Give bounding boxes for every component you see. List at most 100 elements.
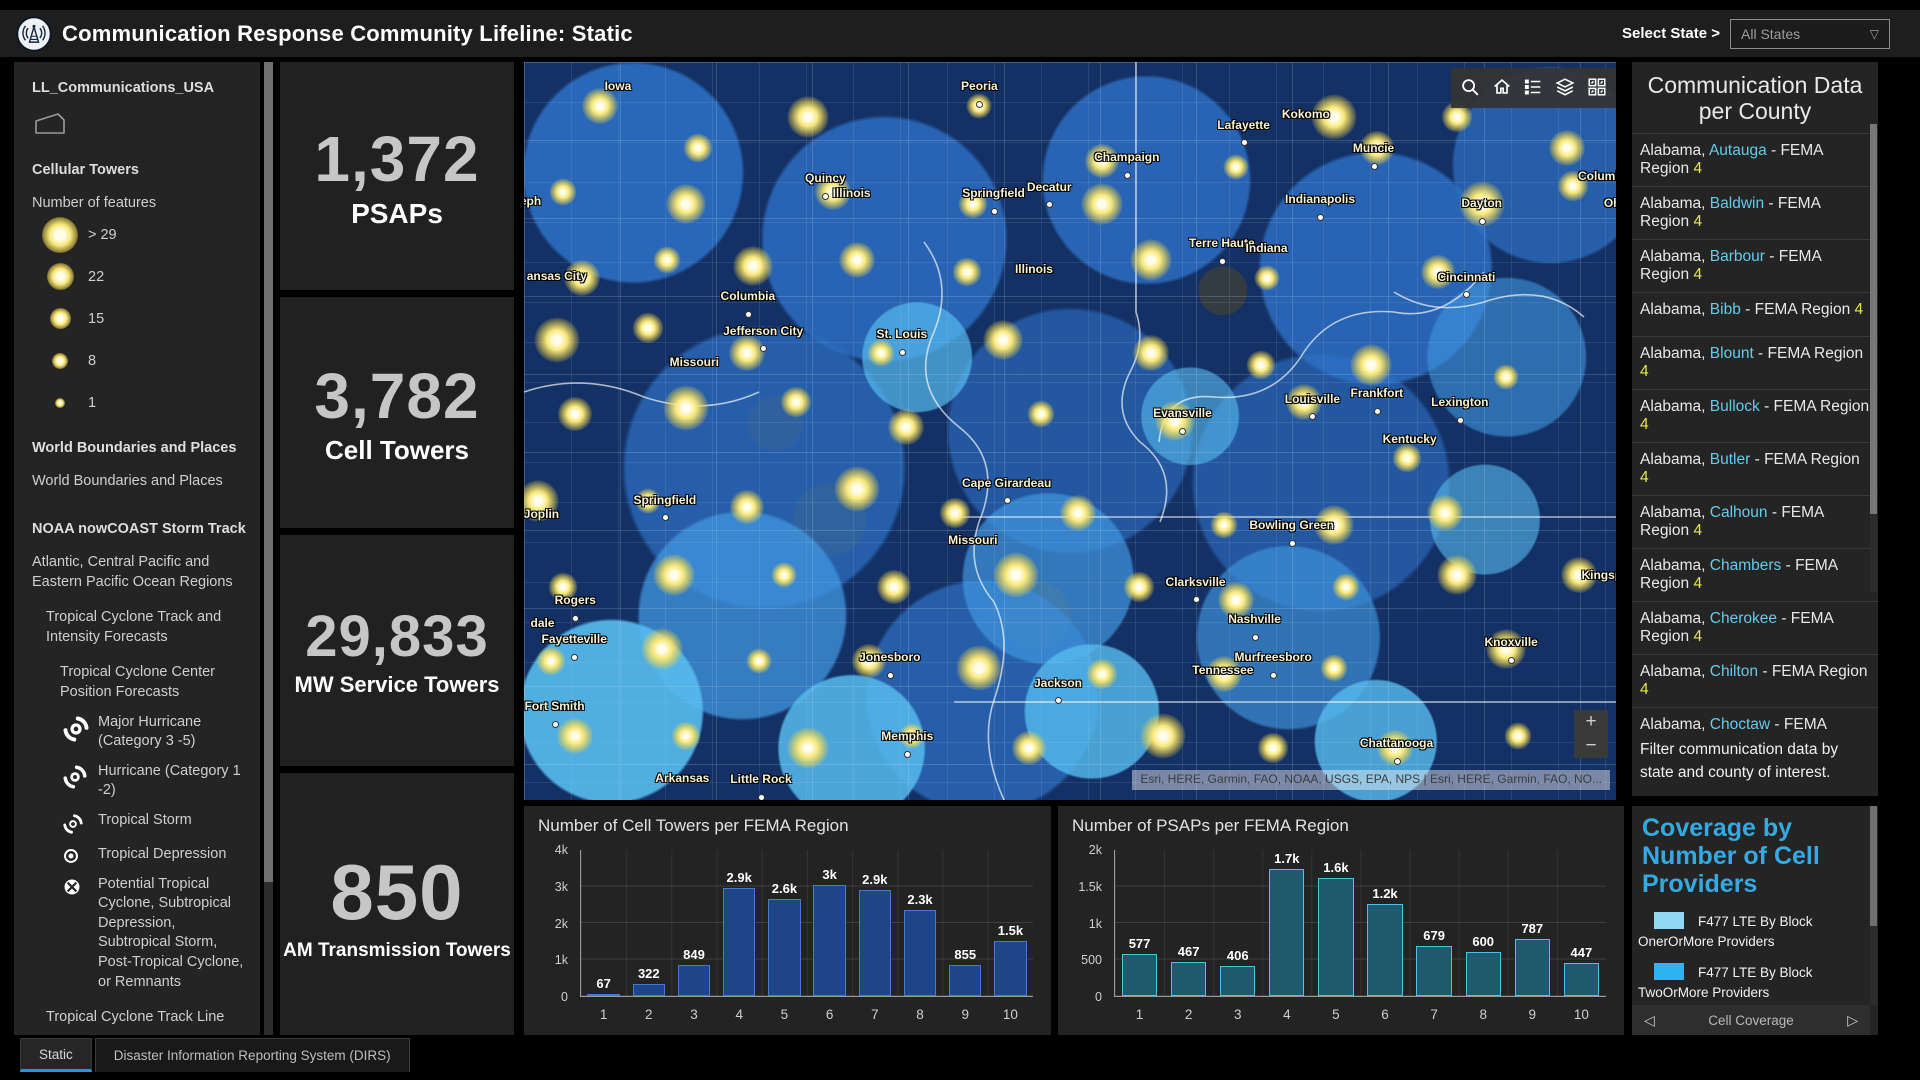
zoom-out-button[interactable]: −: [1574, 734, 1608, 758]
bar[interactable]: [768, 899, 801, 996]
legend-size-label: > 29: [88, 226, 117, 243]
city-marker-dot: [572, 614, 580, 622]
county-list-item[interactable]: Alabama, Blount - FEMA Region 4: [1632, 335, 1878, 389]
cell-tower-glow-icon: [888, 408, 925, 445]
coverage-swatch-icon: [1654, 912, 1684, 929]
chart-title: Number of PSAPs per FEMA Region: [1072, 816, 1349, 835]
tab-disaster-information-reporting-system-dirs[interactable]: Disaster Information Reporting System (D…: [94, 1038, 410, 1072]
layers-tool-button[interactable]: [1552, 75, 1578, 101]
county-list: Alabama, Autauga - FEMA Region 4 Alabama,…: [1632, 132, 1878, 796]
bar[interactable]: [994, 941, 1027, 996]
bar[interactable]: [1465, 952, 1501, 996]
y-axis-tick-label: 1k: [554, 953, 568, 968]
bar-value-label: 849: [683, 947, 705, 962]
x-axis-tick-label: 5: [780, 1007, 789, 1022]
x-axis-tick-label: 8: [1479, 1007, 1487, 1022]
fema-region-value: 4: [1693, 212, 1703, 230]
bar[interactable]: [677, 965, 711, 996]
cell-tower-glow-icon: [958, 190, 988, 219]
map-canvas[interactable]: Iowa Peoria Kokomo Lafayette Muncie Columbu Ch…: [524, 62, 1616, 800]
bar[interactable]: [1563, 963, 1600, 996]
county-scrollbar-thumb[interactable]: [1870, 124, 1877, 514]
bar-slot: 600 8: [1459, 850, 1508, 1022]
coverage-swatch-icon: [1654, 962, 1684, 980]
chart-plot-area: 67 1 322 2 849 3 2.9k 4 2.6k 5 3k 6 2.9k 7 2.3k 8 855 9 1.…: [580, 850, 1033, 1022]
legend-storm-row: Major Hurricane (Category 3 -5): [32, 713, 246, 752]
zoom-in-button[interactable]: +: [1574, 710, 1608, 734]
bar[interactable]: [632, 984, 666, 996]
bar[interactable]: [948, 965, 982, 996]
map-city-label: Springfield: [633, 492, 697, 507]
cell-tower-glow-icon: [1485, 629, 1526, 670]
bar[interactable]: [1367, 904, 1403, 996]
county-data-panel: Communication Data per County Alabama, A…: [1632, 62, 1878, 796]
bar[interactable]: [1318, 878, 1354, 996]
bar[interactable]: [1121, 954, 1158, 996]
county-list-item[interactable]: Alabama, Chilton - FEMA Region 4: [1632, 653, 1878, 707]
county-list-item[interactable]: Alabama, Autauga - FEMA Region 4: [1632, 132, 1878, 186]
legend-feature-sizes: > 29 22 15 8 1: [32, 214, 246, 424]
bar[interactable]: [1514, 939, 1550, 996]
search-tool-button[interactable]: [1457, 75, 1483, 101]
legend-scrollbar-thumb[interactable]: [264, 62, 273, 882]
county-name-text: Chambers: [1709, 556, 1782, 574]
bar[interactable]: [858, 890, 892, 996]
legend-list-tool-button[interactable]: [1520, 75, 1546, 101]
county-list-item[interactable]: Alabama, Bibb - FEMA Region 4: [1632, 291, 1878, 336]
state-dropdown[interactable]: All States ▽: [1730, 19, 1890, 49]
map-toolbar: [1451, 68, 1616, 108]
county-state-text: Alabama,: [1640, 715, 1710, 733]
county-list-item[interactable]: Alabama, Barbour - FEMA Region 4: [1632, 238, 1878, 292]
legend-world-boundaries-title: World Boundaries and Places: [32, 439, 237, 456]
coverage-scrollbar[interactable]: [1870, 806, 1877, 1005]
x-axis-tick-label: 8: [916, 1007, 924, 1022]
county-list-item[interactable]: Alabama, Cherokee - FEMA Region 4: [1632, 600, 1878, 654]
legend-tc-center-label: Tropical Cyclone Center Position Forecas…: [60, 664, 215, 700]
bar-slot: 679 7: [1410, 850, 1459, 1022]
bar[interactable]: [903, 910, 937, 996]
stat-card-am-transmission-towers: 850 AM Transmission Towers: [280, 773, 514, 1035]
bar[interactable]: [1170, 962, 1207, 996]
bar-slot: 447 10: [1557, 850, 1606, 1022]
bar[interactable]: [1220, 966, 1256, 996]
city-marker-dot: [976, 101, 984, 109]
basemap-grid-tool-button[interactable]: [1584, 75, 1610, 101]
county-panel-title: Communication Data per County: [1647, 72, 1863, 125]
next-arrow-button[interactable]: ▷: [1847, 1011, 1858, 1028]
cell-tower-glow-icon: [683, 133, 713, 163]
coverage-legend-item: F477 LTE By Block TwoOrMore Providers: [1632, 953, 1878, 1004]
bar[interactable]: [587, 994, 620, 996]
prev-arrow-button[interactable]: ◁: [1644, 1011, 1655, 1028]
bar[interactable]: [1416, 946, 1452, 996]
map-city-label: Jefferson City: [723, 323, 804, 338]
home-tool-button[interactable]: [1489, 75, 1515, 101]
city-marker-dot: [1309, 413, 1317, 421]
coverage-legend-item: F477 LTE By Block OnerOrMore Providers: [1632, 902, 1878, 953]
y-axis-tick-label: 2k: [1088, 843, 1102, 857]
chart-body: 0 1k 2k 3k 4k 67 1 322 2 849 3 2.9k 4 2.6k 5 3k 6 2.9k 7 2…: [538, 843, 1035, 1027]
city-marker-dot: [1370, 163, 1378, 171]
cell-tower-glow-icon: [1560, 556, 1597, 593]
county-list-item[interactable]: Alabama, Butler - FEMA Region 4: [1632, 441, 1878, 495]
county-list-item[interactable]: Alabama, Bullock - FEMA Region 4: [1632, 388, 1878, 442]
bar[interactable]: [1269, 869, 1305, 996]
county-list-item[interactable]: Alabama, Calhoun - FEMA Region 4: [1632, 494, 1878, 548]
map-city-label: Fayetteville: [541, 632, 607, 647]
legend-scrollbar[interactable]: [264, 62, 273, 1035]
bar[interactable]: [722, 888, 756, 996]
cell-tower-glow-icon: [771, 562, 797, 588]
bar[interactable]: [813, 885, 846, 996]
tab-static[interactable]: Static: [20, 1038, 92, 1072]
county-scrollbar[interactable]: [1870, 124, 1877, 592]
cell-tower-glow-icon: [665, 184, 706, 225]
cell-tower-glow-icon: [940, 497, 971, 529]
county-list-item[interactable]: Alabama, Chambers - FEMA Region 4: [1632, 547, 1878, 601]
stat-label: PSAPs: [351, 198, 443, 229]
map-city-label: Fort Smith: [524, 699, 585, 714]
chart-plot-area: 577 1 467 2 406 3 1.7k 4 1.6k 5 1.2k 6 679 7 600 8 787 9 4…: [1114, 850, 1606, 1022]
city-marker-dot: [1478, 217, 1486, 225]
county-list-item[interactable]: Alabama, Baldwin - FEMA Region 4: [1632, 185, 1878, 239]
coverage-scrollbar-thumb[interactable]: [1870, 806, 1877, 926]
legend-storm-row: Hurricane (Category 1 -2): [32, 762, 246, 801]
bar-value-label: 406: [1226, 948, 1249, 963]
